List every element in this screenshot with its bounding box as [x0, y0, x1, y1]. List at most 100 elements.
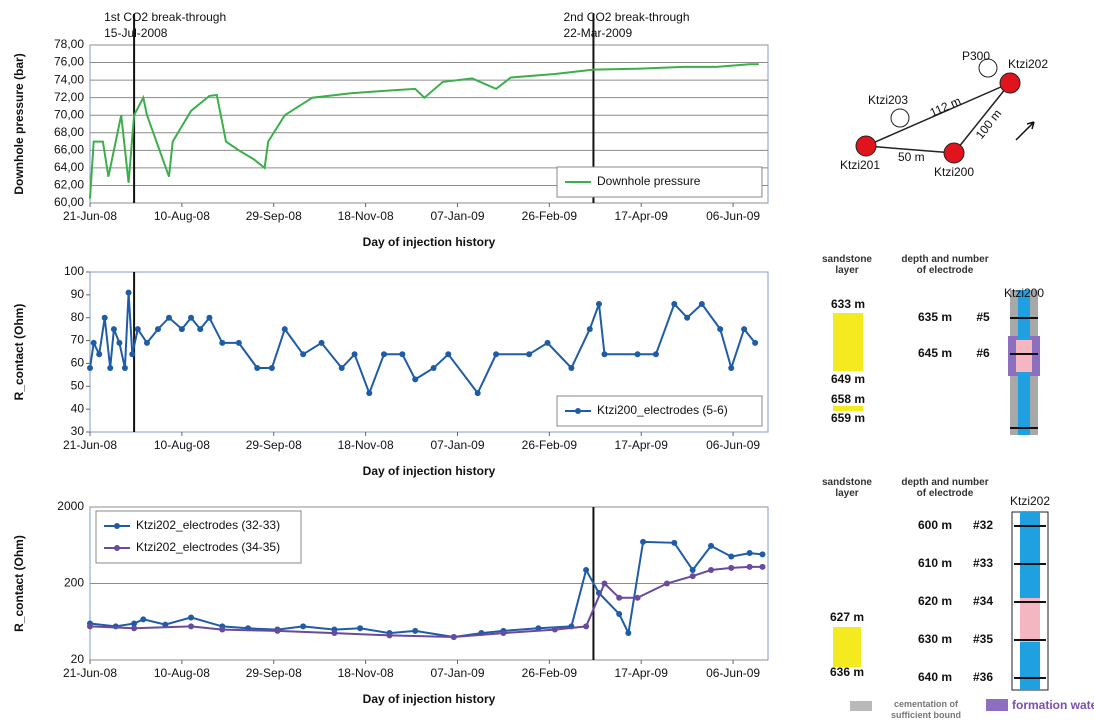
well-label: Ktzi202 [1010, 494, 1050, 508]
data-point [155, 326, 161, 332]
depth-label: 636 m [830, 665, 864, 679]
data-point [616, 595, 622, 601]
data-point [300, 351, 306, 357]
depth-label: 633 m [831, 297, 865, 311]
y-axis-label: R_contact (Ohm) [12, 535, 26, 632]
data-point [653, 351, 659, 357]
electrode-zone [1020, 598, 1040, 642]
data-point [583, 623, 589, 629]
data-point [545, 340, 551, 346]
electrode-number: #33 [973, 556, 993, 570]
data-point [206, 315, 212, 321]
node-label: P300 [962, 49, 990, 63]
data-point [126, 290, 132, 296]
data-point [717, 326, 723, 332]
electrode-number: #32 [973, 518, 993, 532]
data-point [331, 630, 337, 636]
data-point [91, 340, 97, 346]
electrode-depth: 640 m [918, 670, 952, 684]
y-tick-label: 2000 [57, 499, 84, 513]
data-point [300, 623, 306, 629]
column-header: depth and number of electrode [900, 254, 990, 276]
data-point [319, 340, 325, 346]
legend-label: Ktzi202_electrodes (34-35) [136, 540, 280, 554]
data-point [269, 365, 275, 371]
y-tick-label: 60,00 [54, 195, 84, 209]
y-tick-label: 78,00 [54, 37, 84, 51]
y-tick-label: 64,00 [54, 160, 84, 174]
electrode-depth: 620 m [918, 594, 952, 608]
data-point [111, 326, 117, 332]
data-point [759, 564, 765, 570]
data-point [690, 567, 696, 573]
depth-label: 649 m [831, 372, 865, 386]
data-point [728, 565, 734, 571]
key-label: cementation of sufficient bound [876, 699, 976, 721]
x-tick-label: 29-Sep-08 [246, 209, 302, 223]
data-point [587, 326, 593, 332]
data-point [131, 625, 137, 631]
x-tick-label: 07-Jan-09 [430, 666, 484, 680]
node-label: Ktzi203 [868, 93, 908, 107]
data-point [219, 627, 225, 633]
data-point [552, 627, 558, 633]
electrode-number: #35 [973, 632, 993, 646]
distance-label: 112 m [928, 94, 963, 120]
y-axis-label: R_contact (Ohm) [12, 304, 26, 401]
data-point [699, 301, 705, 307]
data-point [135, 326, 141, 332]
x-tick-label: 21-Jun-08 [63, 438, 117, 452]
data-point [728, 554, 734, 560]
x-tick-label: 17-Apr-09 [615, 666, 669, 680]
depth-label: 627 m [830, 610, 864, 624]
data-point [282, 326, 288, 332]
x-tick-label: 10-Aug-08 [154, 666, 210, 680]
data-point [352, 351, 358, 357]
data-point [357, 625, 363, 631]
annotation: 1st CO2 break-through [104, 10, 226, 24]
x-tick-label: 10-Aug-08 [154, 209, 210, 223]
electrode-depth: 635 m [918, 310, 952, 324]
electrode-depth: 645 m [918, 346, 952, 360]
x-tick-label: 29-Sep-08 [246, 438, 302, 452]
x-tick-label: 06-Jun-09 [706, 438, 760, 452]
data-point [412, 376, 418, 382]
data-point [671, 540, 677, 546]
electrode-zone [1016, 340, 1032, 372]
legend-marker [575, 408, 581, 414]
distance-label: 50 m [898, 150, 925, 164]
x-tick-label: 17-Apr-09 [615, 209, 669, 223]
north-arrow [1016, 122, 1034, 140]
data-point [625, 630, 631, 636]
data-point [236, 340, 242, 346]
y-tick-label: 80 [71, 310, 85, 324]
well-node [891, 109, 909, 127]
data-point [635, 351, 641, 357]
x-axis-label: Day of injection history [363, 692, 496, 706]
data-point [274, 628, 280, 634]
legend-label: Ktzi200_electrodes (5-6) [597, 403, 728, 417]
data-point [747, 550, 753, 556]
data-point [708, 543, 714, 549]
data-point [493, 351, 499, 357]
data-point [684, 315, 690, 321]
data-point [451, 634, 457, 640]
data-point [399, 351, 405, 357]
data-point [583, 567, 589, 573]
data-point [596, 301, 602, 307]
x-tick-label: 21-Jun-08 [63, 209, 117, 223]
data-point [475, 390, 481, 396]
data-point [116, 340, 122, 346]
annotation: 22-Mar-2009 [563, 26, 632, 40]
figure: P300 Ktzi202 Ktzi203 Ktzi201 Ktzi200 112… [0, 0, 1094, 727]
x-tick-label: 26-Feb-09 [522, 666, 578, 680]
y-tick-label: 68,00 [54, 125, 84, 139]
data-point [728, 365, 734, 371]
data-point [601, 351, 607, 357]
electrode-number: #34 [973, 594, 993, 608]
electrode-number: #5 [976, 310, 990, 324]
y-tick-label: 74,00 [54, 72, 84, 86]
data-point [96, 351, 102, 357]
y-tick-label: 60 [71, 356, 85, 370]
data-point [179, 326, 185, 332]
